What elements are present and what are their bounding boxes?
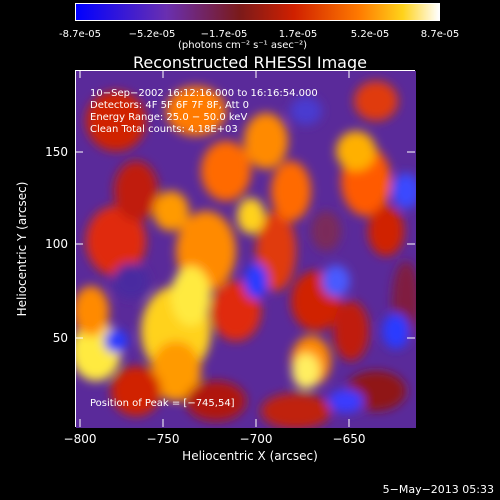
heatmap-image <box>76 71 416 428</box>
y-axis-label: Heliocentric Y (arcsec) <box>15 181 29 317</box>
heatmap-blob <box>114 161 158 221</box>
heatmap-blob <box>336 131 376 171</box>
plot-area: 10−Sep−2002 16:12:16.000 to 16:16:54.000… <box>75 70 416 428</box>
colorbar-tick-label: -8.7e-05 <box>59 29 101 40</box>
heatmap-blob <box>151 341 201 401</box>
plot-title: Reconstructed RHESSI Image <box>133 53 367 72</box>
heatmap-blob <box>111 366 161 416</box>
heatmap-blob <box>86 91 146 151</box>
x-tick-label: −700 <box>239 432 273 446</box>
heatmap-blob <box>382 313 410 349</box>
y-tick-label: 50 <box>52 331 68 345</box>
colorbar-tick-label: 8.7e-05 <box>420 29 460 40</box>
heatmap-blob <box>290 97 322 125</box>
heatmap-blob <box>244 263 268 299</box>
colorbar-tick-label: −5.2e-05 <box>128 29 176 40</box>
heatmap-blob <box>328 389 364 413</box>
heatmap-blob <box>368 206 404 256</box>
info-detectors: Detectors: 4F 5F 6F 7F 8F, Att 0 <box>90 100 250 111</box>
x-tick-label: −650 <box>332 432 366 446</box>
x-axis-label: Heliocentric X (arcsec) <box>182 449 318 463</box>
y-tick-label: 100 <box>45 237 68 251</box>
colorbar-tick-label: 5.2e-05 <box>350 29 390 40</box>
heatmap-blob <box>171 266 211 326</box>
info-clean-counts: Clean Total counts: 4.18E+03 <box>90 124 238 135</box>
heatmap-blob <box>211 281 261 341</box>
x-tick-label: −800 <box>63 432 97 446</box>
heatmap-blob <box>256 211 296 291</box>
peak-position-label: Position of Peak = [−745,54] <box>90 398 235 409</box>
heatmap-blob <box>104 329 128 353</box>
heatmap-blob <box>153 191 189 231</box>
x-tick-label: −750 <box>146 432 180 446</box>
heatmap-blob <box>354 81 398 121</box>
colorbar-units-label: (photons cm⁻² s⁻¹ asec⁻²) <box>178 40 308 51</box>
heatmap-blob <box>86 206 146 276</box>
y-tick-label: 150 <box>45 145 68 159</box>
heatmap-blob <box>76 286 109 336</box>
heatmap-blob <box>311 211 341 251</box>
colorbar <box>75 3 440 21</box>
heatmap-blob <box>261 393 331 428</box>
footer-date: 5−May−2013 05:33 <box>382 483 494 496</box>
info-energy-range: Energy Range: 25.0 − 50.0 keV <box>90 112 248 123</box>
heatmap-blob <box>292 353 320 389</box>
heatmap-blob <box>244 113 288 169</box>
heatmap-blob <box>271 161 311 221</box>
info-time-range: 10−Sep−2002 16:12:16.000 to 16:16:54.000 <box>90 88 318 99</box>
heatmap-blob <box>237 198 265 234</box>
colorbar-tick-label: −1.7e-05 <box>200 29 248 40</box>
heatmap-blob <box>186 381 246 421</box>
heatmap-blob <box>333 301 369 361</box>
heatmap-blob <box>201 141 251 201</box>
heatmap-blob <box>166 86 226 136</box>
heatmap-blob <box>322 265 350 297</box>
colorbar-tick-label: 1.7e-05 <box>278 29 318 40</box>
heatmap-blob <box>113 263 149 299</box>
heatmap-blob <box>392 173 416 209</box>
